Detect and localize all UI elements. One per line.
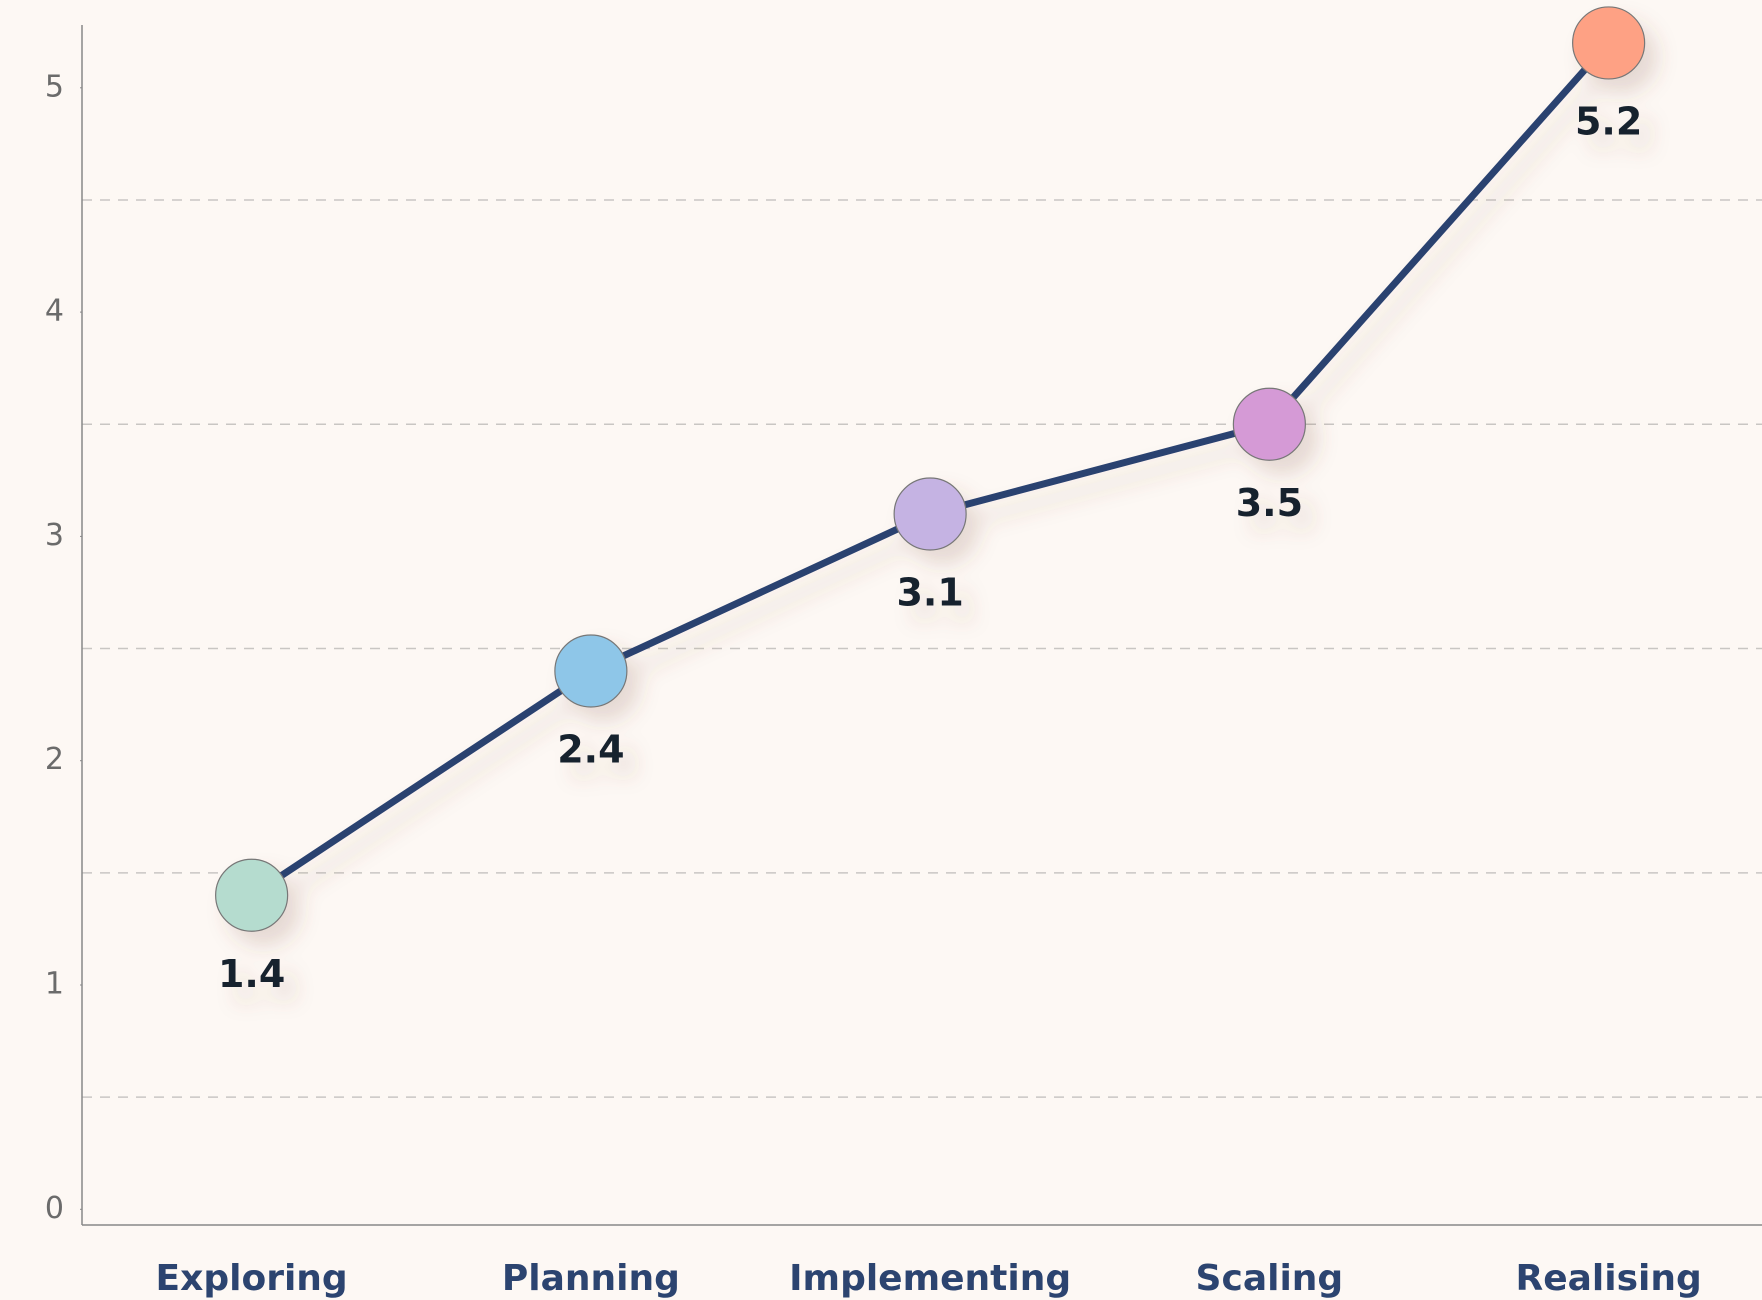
data-label: 5.2 [1575,99,1642,143]
data-label: 1.4 [218,952,285,996]
point [1572,6,1646,80]
x-tick-label: Implementing [789,1258,1071,1299]
y-tick-label: 1 [45,967,64,1002]
y-tick-label: 2 [45,742,64,777]
x-tick-label: Realising [1515,1258,1701,1299]
y-tick-label: 3 [45,518,64,553]
x-tick-label: Exploring [156,1258,348,1299]
x-tick-label: Planning [502,1258,680,1299]
data-label: 2.4 [557,727,624,771]
y-tick-label: 4 [45,294,64,329]
series: 1.4 2.4 3.1 3.5 5.2 [215,6,1646,996]
y-tick-label: 0 [45,1191,64,1226]
point [1232,387,1306,461]
point [215,858,289,932]
data-label: 3.5 [1236,481,1303,525]
point [893,477,967,551]
point [554,634,628,708]
data-label: 3.1 [896,570,963,614]
y-tick-label: 5 [45,69,64,104]
x-tick-label: Scaling [1196,1258,1344,1299]
